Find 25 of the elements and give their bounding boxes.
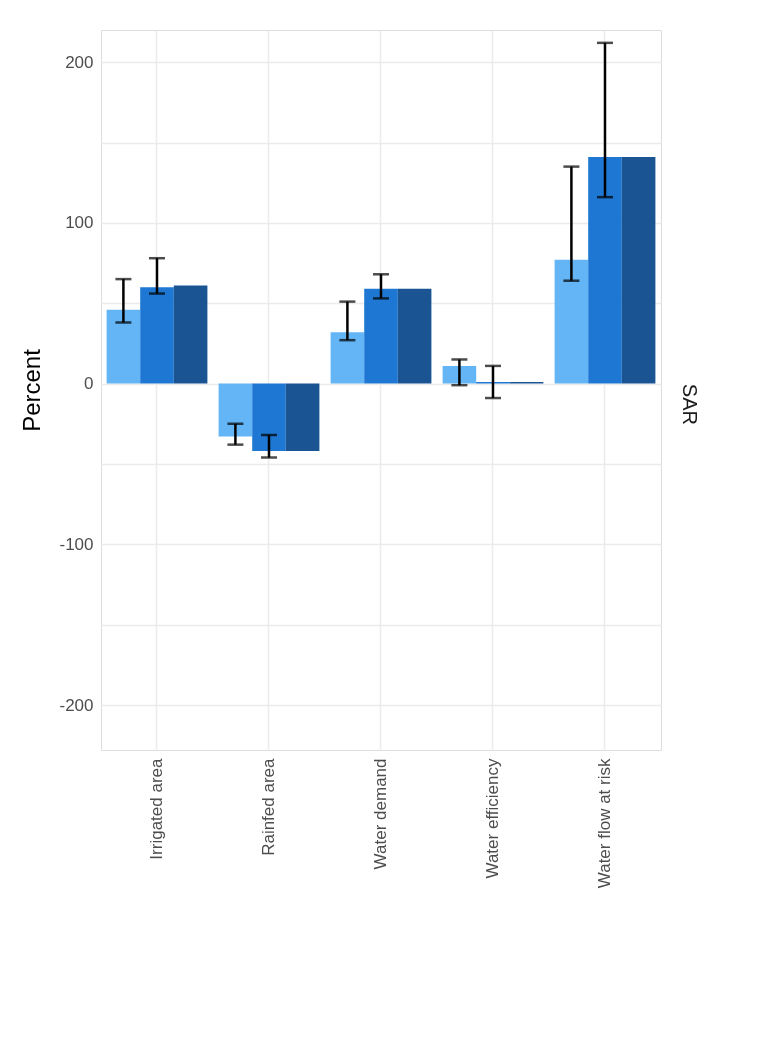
y-tick-label: -100 [59,534,94,554]
bar [173,285,208,384]
y-tick-label: -200 [59,695,94,715]
bar [364,288,398,384]
bar [218,383,253,437]
bar [140,287,174,384]
y-tick-label: 200 [65,52,94,72]
bar [285,383,320,452]
x-tick-label: Irrigated area [147,757,166,860]
y-axis-title: Percent [18,348,46,432]
bar [106,309,141,384]
x-tick-label: Water flow at risk [595,758,614,889]
bar [397,288,432,384]
y-tick-label: 100 [65,213,94,233]
bar [621,156,656,384]
x-tick-label: Water demand [371,758,390,870]
bar [588,156,622,384]
bar [252,383,286,452]
bar [442,365,477,384]
x-tick-label: Water efficiency [483,758,502,879]
x-tick-label: Rainfed area [259,757,278,856]
bar [330,332,365,384]
y-tick-label: 0 [84,374,94,394]
text: SAR [679,383,701,425]
bar [554,259,589,384]
